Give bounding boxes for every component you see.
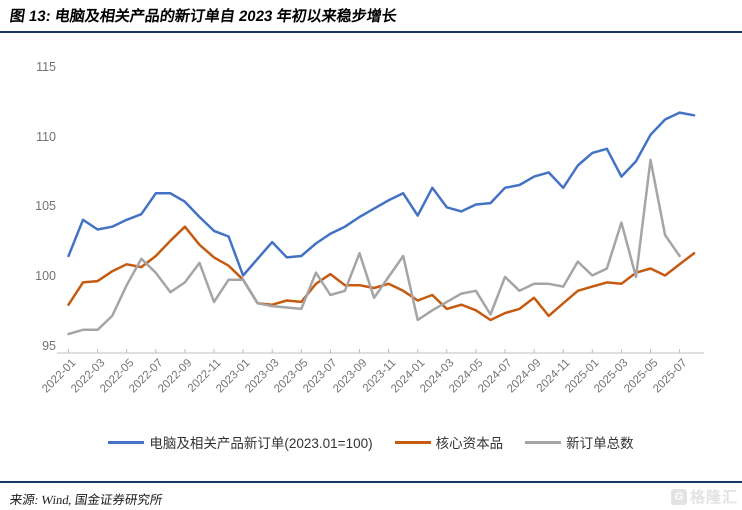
top-divider [0, 31, 742, 33]
gelonghui-watermark: G 格隆汇 [670, 486, 738, 507]
legend: 电脑及相关产品新订单(2023.01=100) 核心资本品 新订单总数 [0, 432, 742, 452]
y-axis-label: 105 [35, 199, 56, 214]
source-note: 来源: Wind, 国金证券研究所 [8, 489, 164, 508]
legend-label: 电脑及相关产品新订单(2023.01=100) [149, 436, 373, 451]
gelonghui-logo-text: 格隆汇 [689, 489, 738, 506]
source-note-text: 来源: Wind, 国金证券研究所 [8, 493, 164, 507]
legend-item-computer-orders: 电脑及相关产品新订单(2023.01=100) [108, 432, 373, 452]
series-line-0 [67, 111, 696, 277]
legend-line-swatch [108, 440, 145, 444]
legend-line-swatch [525, 440, 562, 444]
y-axis-label: 95 [42, 338, 56, 353]
bottom-divider [0, 481, 742, 483]
y-axis-label: 115 [36, 60, 56, 74]
legend-item-core-capital-goods: 核心资本品 [394, 432, 504, 452]
series-line-2 [67, 158, 681, 336]
legend-label: 核心资本品 [435, 436, 504, 451]
gelonghui-logo-icon: G [670, 488, 687, 505]
legend-line-swatch [394, 440, 431, 444]
y-axis-label: 110 [36, 129, 56, 144]
series-line-1 [67, 225, 696, 322]
legend-label: 新订单总数 [566, 436, 634, 451]
legend-item-total-new-orders: 新订单总数 [525, 432, 634, 452]
y-axis-label: 100 [35, 268, 56, 283]
